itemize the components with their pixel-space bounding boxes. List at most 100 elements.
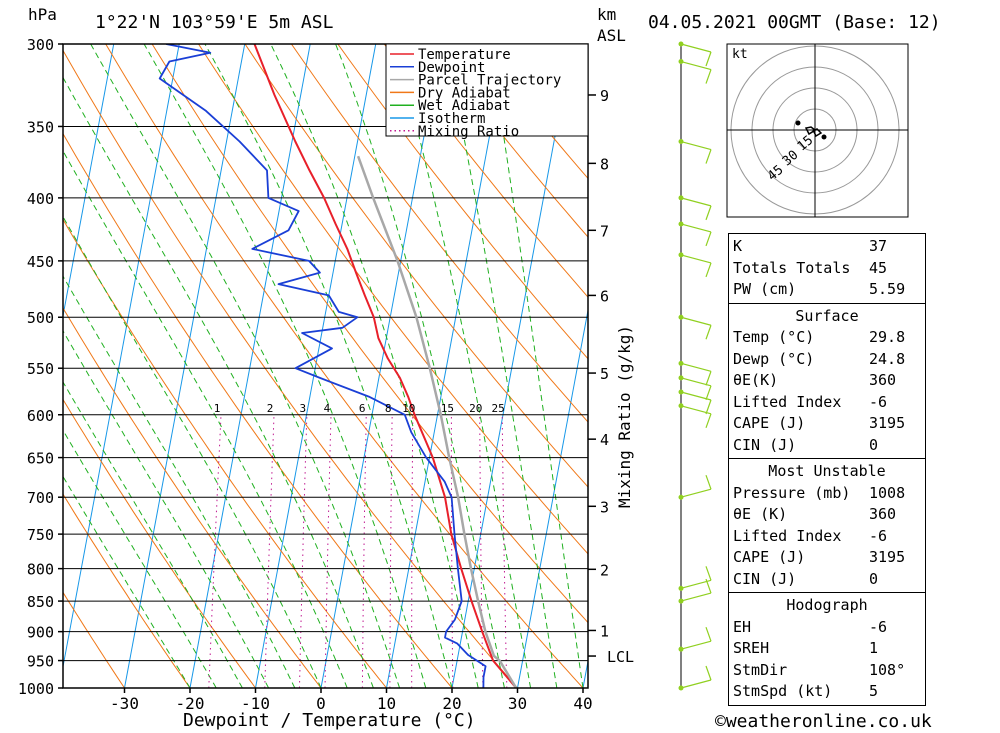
- surface-row: Lifted Index -6: [733, 392, 888, 411]
- hodograph-box: Hodograph EH -6 SREH 1 StmDir 108° StmSpd (…: [728, 592, 926, 706]
- hodo-row: StmDir 108°: [733, 660, 906, 679]
- mixing-ratio-value: 8: [385, 402, 392, 415]
- pressure-tick-label: 550: [27, 360, 54, 378]
- wind-barb-flag: [705, 69, 712, 84]
- mixing-ratio-value: 10: [402, 402, 415, 415]
- most-unstable-title: Most Unstable: [768, 462, 886, 480]
- pressure-tick-label: 600: [27, 407, 54, 425]
- plot-frame: [62, 43, 589, 689]
- pressure-tick-label: 950: [27, 653, 54, 671]
- wet-adiabat-line: [489, 44, 584, 688]
- legend-label: Temperature: [418, 47, 511, 63]
- isotherm-line: [63, 44, 115, 319]
- wind-barb-flag: [705, 413, 712, 428]
- pressure-tick-label: 350: [27, 118, 54, 136]
- dry-adiabat-line: [383, 44, 588, 298]
- isotherm-line: [320, 44, 442, 688]
- wind-barb: [680, 405, 712, 415]
- wet-adiabat-line: [90, 44, 401, 688]
- wet-adiabat-line: [335, 44, 505, 688]
- dry-adiabat-line: [290, 44, 588, 423]
- wet-adiabat-line: [63, 215, 322, 688]
- pressure-tick-label: 500: [27, 309, 54, 327]
- pressure-tick-label: 650: [27, 450, 54, 468]
- hodograph-trace: [804, 126, 823, 138]
- surface-row: CIN (J) 0: [733, 435, 879, 454]
- temperature-tick-label: 30: [508, 694, 527, 713]
- profiles: [158, 44, 518, 688]
- mu-row: Pressure (mb) 1008: [733, 483, 906, 502]
- legend-label: Mixing Ratio: [418, 124, 519, 140]
- height-tick-label: 1: [600, 622, 609, 640]
- legend-label: Parcel Trajectory: [418, 73, 561, 89]
- pressure-tick-label: 450: [27, 253, 54, 271]
- series-line-dewpoint: [158, 44, 487, 688]
- pressure-tick-label: 750: [27, 526, 54, 544]
- mixing-ratio-value: 15: [441, 402, 454, 415]
- mixing-ratio-line: [208, 414, 222, 688]
- dry-adiabat-line: [197, 44, 588, 555]
- mixing-ratio-labels: 1 2 3 4 6 8 10 15 20 25: [214, 402, 505, 415]
- dry-adiabat-line: [63, 493, 191, 688]
- dry-adiabat-line: [63, 591, 125, 688]
- indices-panel: K 37 Totals Totals 45 PW (cm) 5.59 Surface …: [728, 233, 926, 706]
- dry-adiabat-line: [63, 49, 518, 688]
- dry-adiabat-line: [429, 44, 588, 238]
- dry-adiabat-line: [63, 398, 256, 688]
- legend-label: Wet Adiabat: [418, 98, 511, 114]
- temperature-tick-label: 40: [573, 694, 592, 713]
- wind-barb-flag: [705, 399, 712, 415]
- wind-barb: [680, 43, 712, 53]
- pressure-tick-label: 800: [27, 561, 54, 579]
- pressure-unit: hPa: [28, 5, 57, 24]
- dry-adiabat-line: [63, 218, 387, 688]
- mixing-ratio-line: [501, 414, 508, 688]
- wind-profile: [678, 41, 712, 691]
- wind-barb-flag: [705, 475, 712, 490]
- mixing-ratio-line: [450, 414, 454, 688]
- hodograph-title: Hodograph: [786, 596, 868, 614]
- isotherm-line: [517, 307, 588, 688]
- index-row: K 37: [733, 237, 888, 255]
- hodo-row: SREH 1: [733, 639, 879, 657]
- wet-adiabat-line: [393, 44, 532, 688]
- isotherm-line: [255, 44, 377, 688]
- most-unstable-box: Most Unstable Pressure (mb) 1008 θE (K) 36…: [728, 458, 926, 592]
- height-tick-label: LCL: [607, 648, 634, 666]
- hodograph-point: [821, 134, 827, 140]
- wind-barb: [680, 60, 712, 71]
- mixing-ratio-value: 20: [469, 402, 482, 415]
- wind-barb-flag: [705, 325, 712, 340]
- series-line-parcel-trajectory: [356, 155, 518, 688]
- mu-row: CAPE (J) 3195: [733, 548, 906, 566]
- wind-barb: [680, 391, 712, 401]
- mixing-ratio-value: 2: [267, 402, 274, 415]
- wind-barb: [680, 488, 712, 498]
- hodograph-point: [795, 120, 801, 126]
- dry-adiabat-line: [63, 307, 322, 688]
- mu-row: CIN (J) 0: [733, 569, 879, 588]
- wind-barb: [680, 223, 712, 233]
- temperature-tick-label: -20: [176, 694, 205, 713]
- temperature-tick-label: 10: [377, 694, 396, 713]
- asl-label: ASL: [597, 26, 626, 45]
- pressure-tick-label: 300: [27, 36, 54, 54]
- pressure-lines: [63, 44, 588, 688]
- wind-barb-flag: [705, 205, 712, 221]
- legend-label: Dewpoint: [418, 60, 485, 76]
- wind-barb-flag: [705, 51, 712, 67]
- height-tick-label: 4: [600, 431, 609, 449]
- height-tick-label: 7: [600, 222, 609, 240]
- dry-adiabat-line: [244, 44, 588, 488]
- axes: 3003504004505005506006507007508008509009…: [18, 36, 634, 713]
- isotherm-line: [63, 44, 180, 670]
- hodograph-unit: kt: [732, 47, 748, 62]
- wind-barb-flag: [705, 385, 712, 401]
- pressure-tick-label: 850: [27, 593, 54, 611]
- mixing-ratio-value: 1: [214, 402, 221, 415]
- pressure-tick-label: 900: [27, 624, 54, 642]
- wet-adiabat-line: [204, 44, 453, 688]
